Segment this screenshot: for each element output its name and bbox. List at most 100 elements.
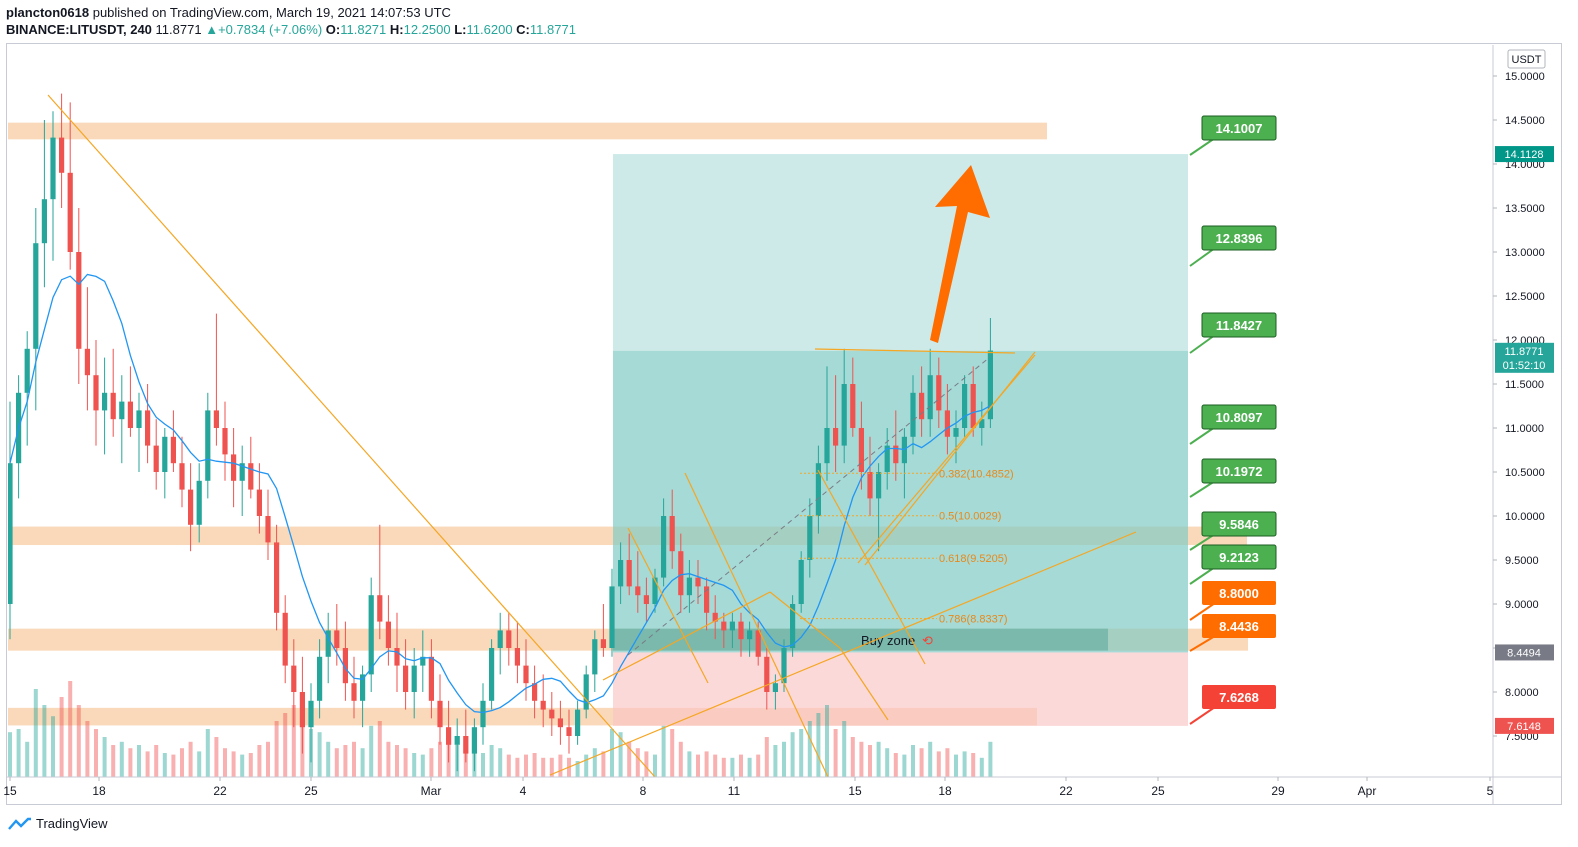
candle-body [764, 656, 770, 692]
trend-line [47, 94, 656, 777]
volume-bar [119, 741, 124, 777]
target-label-10.1972: 10.1972 [1189, 458, 1277, 498]
tradingview-brand[interactable]: TradingView [36, 816, 108, 831]
volume-bar [816, 713, 821, 777]
candle-body [919, 392, 925, 420]
candle-body [8, 463, 13, 604]
target-zone [613, 154, 1188, 351]
candle-body [592, 639, 598, 675]
volume-bar [68, 681, 73, 777]
volume-bar [825, 705, 829, 777]
target-pointer [1189, 426, 1216, 445]
volume-bar [558, 754, 563, 777]
volume-bar [988, 741, 993, 777]
candle-body [213, 410, 219, 428]
target-pointer [1189, 566, 1216, 585]
price-badge [1495, 644, 1554, 661]
volume-bar [171, 754, 176, 777]
trend-line [769, 591, 841, 649]
volume-bar [137, 745, 141, 777]
volume-bar [868, 745, 872, 777]
volume-bar [205, 729, 210, 777]
candle-body [695, 577, 701, 587]
target-label-7.6268: 7.6268 [1189, 685, 1276, 725]
time-tick-label: 4 [520, 784, 527, 798]
candle-body [979, 419, 985, 428]
time-tick-label: 15 [3, 784, 17, 798]
candle-body [549, 709, 555, 719]
volume-bar [111, 745, 116, 777]
target-value: 10.8097 [1216, 410, 1263, 425]
upward-arrow-icon [930, 165, 990, 343]
target-box [1201, 458, 1277, 484]
candle-body [575, 709, 581, 736]
candle-body [600, 639, 606, 648]
currency-box [1507, 49, 1546, 69]
volume-bar [403, 748, 408, 777]
target-box [1201, 544, 1277, 570]
candle-body [712, 612, 718, 622]
target-label-9.5846: 9.5846 [1189, 511, 1277, 551]
symbol-label[interactable]: BINANCE:LITUSDT, 240 [6, 22, 152, 37]
candle-body [850, 384, 856, 428]
volume-bar [506, 754, 511, 777]
countdown-label: 01:52:10 [1503, 360, 1546, 372]
candle-body [231, 454, 237, 481]
candle-body [523, 665, 529, 684]
target-box [1201, 511, 1277, 537]
volume-bar [687, 751, 692, 777]
candle-body [798, 560, 804, 604]
candle-body [557, 718, 563, 728]
volume-bar [833, 729, 838, 777]
volume-bar [661, 725, 666, 777]
time-tick-label: 22 [1059, 784, 1073, 798]
candle-body [308, 700, 314, 728]
target-pointer [1189, 480, 1216, 498]
candle-body [59, 137, 65, 173]
candle-body [33, 243, 39, 349]
candle-body [704, 586, 710, 613]
candle-body [678, 551, 684, 596]
price-badge-value: 14.1128 [1505, 149, 1544, 161]
volume-bar [231, 751, 236, 777]
volume-bar [541, 757, 546, 777]
price-tick-label: 11.0000 [1505, 423, 1544, 435]
volume-bar [266, 741, 270, 777]
published-text: published on TradingView.com, March 19, … [92, 5, 451, 20]
price-tick-label: 9.5000 [1505, 555, 1539, 567]
candle-body [188, 489, 194, 525]
candle-body [635, 586, 641, 596]
fib-level-label: 0.786(8.8337) [939, 614, 1008, 626]
volume-bar [223, 748, 227, 777]
volume-bar [274, 721, 279, 777]
volume-bar [979, 757, 984, 777]
candle-body [360, 674, 366, 701]
volume-bar [618, 732, 623, 777]
fib-level-label: 0.618(9.5205) [939, 553, 1008, 565]
volume-bar [180, 748, 184, 777]
volume-bar [283, 713, 288, 777]
volume-bar [369, 725, 374, 777]
candle-body [41, 199, 47, 244]
volume-bar [438, 741, 442, 777]
chart-frame[interactable] [6, 43, 1562, 805]
candle-body [532, 683, 538, 701]
price-badge [1495, 342, 1554, 373]
candle-body [136, 410, 142, 428]
support-resistance-zone [8, 122, 1047, 140]
price-badge-value: 8.4494 [1507, 647, 1541, 659]
candle-body [884, 445, 890, 472]
volume-bar [42, 705, 47, 777]
publisher-name[interactable]: plancton0618 [6, 5, 90, 20]
candle-body [394, 648, 400, 666]
target-box [1201, 404, 1277, 430]
candle-body [127, 401, 133, 428]
target-value: 11.8427 [1216, 318, 1262, 333]
volume-bar [885, 748, 890, 777]
candle-body [145, 410, 151, 446]
candle-body [377, 595, 383, 622]
volume-bar [971, 753, 976, 777]
volume-bar [756, 754, 761, 777]
candle-body [403, 665, 409, 692]
